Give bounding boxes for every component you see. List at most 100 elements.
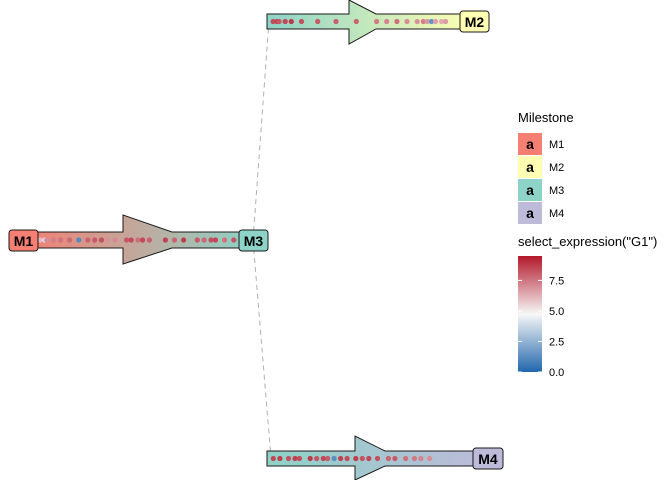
milestone-box [459,10,490,33]
cell-point [194,237,200,243]
legend-label: M2 [549,162,564,174]
cell-point [181,237,187,243]
legend-key-glyph: a [526,205,534,221]
cell-point [403,455,409,462]
cell-point [288,18,294,25]
cell-point [277,455,283,462]
legend-label: M1 [549,139,564,151]
cell-point [105,237,111,243]
cell-point [392,455,398,462]
legend-key-glyph: a [526,136,534,152]
milestone-text: M4 [478,451,498,467]
cell-point [57,237,64,243]
cell-point [124,237,130,243]
legend-swatch [518,156,542,178]
milestone-box [472,447,504,470]
cell-point [307,455,313,462]
edge-m1-m3 [21,214,254,265]
cell-point [315,18,321,25]
cell-point [374,455,381,462]
cell-point [146,237,152,243]
legend-label: M4 [549,208,564,220]
colorbar-tick-label: 7.5 [549,275,564,287]
cell-point [404,18,410,25]
cell-point [112,237,118,243]
connector-lines [252,20,272,459]
edge-m3-m4 [266,435,489,480]
cell-point [314,455,320,462]
legend-key-m2: a M2 [518,156,564,178]
legend-title-milestone: Milestone [518,110,574,125]
colorbar-ticks: 7.5 5.0 2.5 0.0 [518,275,564,379]
milestone-text: M2 [465,14,485,30]
cell-point [98,237,105,243]
cell-point [418,455,424,462]
cell-point [128,237,134,243]
cell-point [333,18,339,25]
cell-point [384,18,390,25]
cell-point [394,18,400,25]
colorbar-tick-label: 0.0 [549,367,564,379]
cell-points [270,18,449,25]
connector-m3-m4 [252,239,272,459]
connector-m3-m2 [252,20,270,241]
legend-key-m4: a M4 [518,202,564,224]
legend-key-m1: a M1 [518,133,564,155]
cell-point [374,18,380,25]
cell-point [231,237,237,243]
cell-point [424,18,430,25]
cell-point [353,18,359,25]
edge-m3-m2 [266,0,475,45]
cell-point [140,237,146,243]
cell-point [296,455,302,462]
legend-title-expression: select_expression("G1") [518,234,657,249]
cell-point [201,237,207,243]
cell-point [276,18,282,25]
milestone-text: M1 [14,233,34,249]
legend-swatch [518,179,542,201]
milestone-label-m2: M2 [459,10,490,33]
cell-point [411,455,417,462]
cell-point [438,18,445,25]
cell-point [67,237,73,243]
milestone-box [8,229,39,252]
cell-point [171,237,178,243]
cell-point [285,455,292,462]
cell-point [385,455,391,462]
cell-point [270,18,276,25]
cell-point [76,237,82,243]
cell-point [162,237,168,243]
cell-points [270,455,433,462]
legend-key-m3: a M3 [518,179,564,201]
legend-milestone: Milestone a M1 a M2 a M3 a M4 [518,110,574,224]
milestone-text: M3 [244,233,264,249]
cell-point [414,18,420,25]
cell-point [331,455,337,462]
cell-point [428,18,434,25]
cell-point [212,237,219,243]
legend-swatch [518,202,542,224]
cell-point [320,455,326,462]
cell-point [222,237,228,243]
cell-point [282,18,288,25]
cell-point [338,455,344,462]
colorbar-tick-label: 5.0 [549,306,564,318]
colorbar-tick-label: 2.5 [549,336,564,348]
cell-point [44,237,50,243]
milestone-box [238,229,269,252]
milestone-label-m4: M4 [472,447,504,470]
cell-point [85,237,91,243]
legend-label: M3 [549,185,564,197]
cell-point [420,18,426,25]
cell-point [359,455,365,462]
cell-point [208,237,214,243]
cell-point [92,237,98,243]
cell-point [292,455,298,462]
legend-swatch [518,133,542,155]
cell-point [135,237,141,243]
cell-point [270,455,276,462]
colorbar [518,256,542,372]
milestone-label-m1: M1 [8,229,39,252]
cell-point [353,455,359,462]
